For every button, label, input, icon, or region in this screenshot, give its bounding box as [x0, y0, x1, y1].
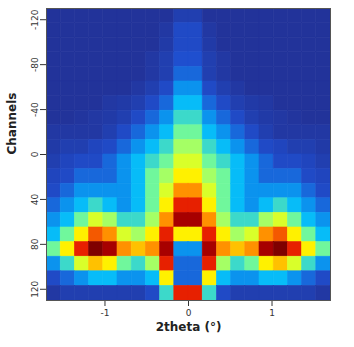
svg-text:-1: -1: [100, 308, 109, 318]
svg-text:40: 40: [30, 193, 40, 205]
svg-text:Channels: Channels: [5, 93, 19, 155]
svg-text:0: 0: [186, 308, 192, 318]
svg-text:-80: -80: [30, 57, 40, 72]
svg-text:120: 120: [30, 280, 40, 297]
svg-text:0: 0: [30, 151, 40, 157]
svg-text:2theta (°): 2theta (°): [156, 320, 222, 334]
svg-text:1: 1: [269, 308, 275, 318]
svg-text:80: 80: [30, 238, 40, 250]
svg-text:-40: -40: [30, 102, 40, 117]
svg-text:-120: -120: [30, 9, 40, 30]
